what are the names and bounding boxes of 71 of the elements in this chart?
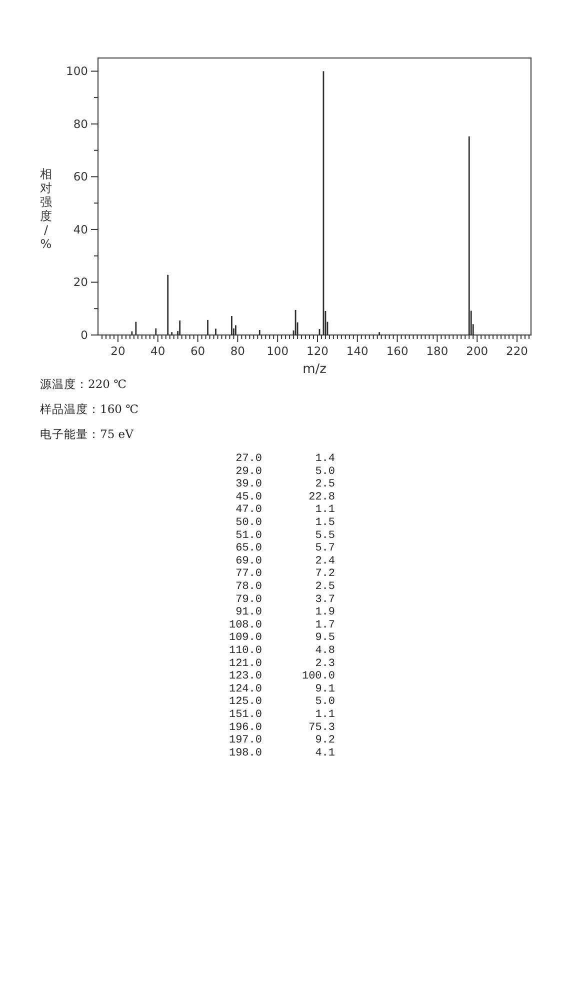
text: 2.5 [315, 478, 335, 491]
x-tick-label: 100 [266, 344, 289, 358]
text: 7.2 [315, 568, 335, 580]
text: 5.0 [315, 696, 335, 708]
category-label: 69.0 [236, 555, 262, 568]
text: 1.5 [315, 517, 335, 529]
category-label: 27.0 [236, 453, 262, 465]
category-label: 198.0 [228, 747, 262, 760]
category-label: 196.0 [228, 722, 262, 734]
text: 5.7 [315, 542, 335, 555]
text: 9.2 [315, 734, 335, 747]
text: 电子能量：75 eV [40, 427, 134, 441]
text: 5.5 [315, 530, 335, 542]
y-axis-title: 相对强度/% [40, 167, 52, 251]
text: 1.1 [315, 709, 335, 721]
text: 9.5 [315, 632, 335, 644]
category-label: 47.0 [236, 504, 262, 516]
text: 2.5 [315, 581, 335, 593]
text: 2.4 [315, 555, 335, 568]
text: 5.0 [315, 466, 335, 478]
x-tick-label: 80 [230, 344, 245, 358]
text: 3.7 [315, 594, 335, 606]
category-label: 39.0 [236, 478, 262, 491]
x-tick-label: 180 [426, 344, 448, 358]
text: 样品温度：160 ℃ [40, 402, 139, 416]
category-label: 123.0 [228, 670, 262, 683]
text: 2.3 [315, 658, 335, 670]
category-label: 121.0 [228, 658, 262, 670]
category-label: 91.0 [236, 606, 262, 619]
text: 9.1 [315, 683, 335, 696]
x-tick-label: 160 [386, 344, 408, 358]
category-label: 77.0 [236, 568, 262, 580]
y-tick-label: 80 [73, 116, 88, 131]
category-label: 124.0 [228, 683, 262, 696]
x-tick-label: 40 [150, 344, 166, 358]
text: 100.0 [302, 670, 335, 683]
x-tick-label: 120 [306, 344, 328, 358]
x-tick-label: 20 [110, 344, 126, 358]
text: 源温度：220 ℃ [40, 377, 127, 391]
text: 4.8 [315, 645, 335, 657]
category-label: 109.0 [228, 632, 262, 644]
y-tick-label: 60 [73, 170, 88, 184]
y-tick-label: 100 [66, 64, 88, 78]
text: 75.3 [308, 722, 335, 734]
category-label: 78.0 [236, 581, 262, 593]
text: 1.7 [315, 619, 335, 632]
text: 1.4 [315, 453, 335, 465]
category-label: 65.0 [236, 542, 262, 555]
category-label: 50.0 [236, 517, 262, 529]
category-label: 79.0 [236, 594, 262, 606]
x-tick-label: 220 [506, 344, 528, 358]
category-label: 110.0 [228, 645, 262, 657]
category-label: 29.0 [236, 466, 262, 478]
text: 1.1 [315, 504, 335, 516]
y-tick-label: 20 [73, 275, 88, 290]
x-tick-label: 140 [346, 344, 368, 358]
plot: 20 40 60 80 100 120 140 160 180 200 220 0 20 40 60 80 100 [66, 58, 532, 358]
category-label: 108.0 [228, 619, 262, 632]
category-label: 125.0 [228, 696, 262, 708]
text: 22.8 [308, 491, 335, 504]
text: 1.9 [315, 606, 335, 619]
y-tick-label: 40 [73, 222, 88, 236]
text: 4.1 [315, 747, 335, 760]
category-label: 51.0 [236, 530, 262, 542]
x-tick-label: 200 [466, 344, 488, 358]
category-label: 45.0 [236, 491, 262, 504]
x-tick-label: 60 [190, 344, 206, 358]
category-label: 151.0 [228, 709, 262, 721]
category-label: 197.0 [228, 734, 262, 747]
x-axis-title: m/z [302, 362, 327, 377]
y-tick-label: 0 [80, 328, 88, 342]
